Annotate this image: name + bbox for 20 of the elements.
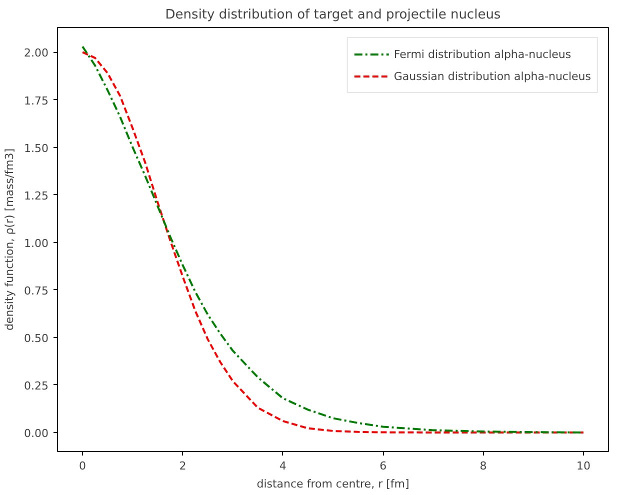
x-tick-label: 0: [79, 460, 86, 472]
legend-label: Fermi distribution alpha-nucleus: [394, 48, 572, 60]
y-tick-label: 1.00: [24, 236, 49, 250]
y-tick-label: 0.50: [24, 332, 49, 345]
y-tick-label: 0.00: [24, 426, 49, 440]
legend-label: Gaussian distribution alpha-nucleus: [394, 70, 591, 82]
y-tick-label: 0.75: [24, 284, 49, 298]
x-tick-label: 4: [279, 460, 286, 472]
x-tick-label: 2: [179, 460, 186, 472]
x-tick-label: 6: [380, 460, 387, 472]
x-axis-title: distance from centre, r [fm]: [256, 478, 410, 490]
y-tick-label: 1.25: [24, 189, 49, 202]
y-tick-label: 2.00: [24, 46, 49, 60]
y-tick-label: 1.50: [24, 142, 49, 155]
y-tick-label: 0.25: [24, 379, 49, 392]
x-tick-label: 10: [576, 460, 590, 472]
chart-title: Density distribution of target and projectile nucleus: [165, 8, 501, 22]
y-axis-title: density function, ρ(r) [mass/fm3]: [3, 148, 16, 331]
x-tick-label: 8: [480, 460, 487, 472]
y-tick-label: 1.75: [24, 94, 49, 108]
